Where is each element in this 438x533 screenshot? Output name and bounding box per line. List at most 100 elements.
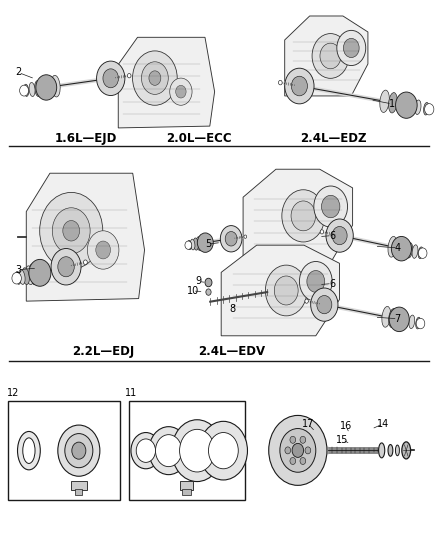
Circle shape [285,447,291,454]
Ellipse shape [51,75,60,97]
Ellipse shape [389,309,397,328]
Text: 6: 6 [329,279,335,288]
Circle shape [317,295,332,314]
Circle shape [12,272,21,284]
Ellipse shape [196,237,202,251]
Text: 16: 16 [340,422,352,431]
Bar [180,481,193,490]
Circle shape [65,434,93,468]
Circle shape [396,92,417,118]
Ellipse shape [416,317,421,329]
Ellipse shape [388,445,393,456]
Circle shape [220,225,242,252]
Text: 5: 5 [205,239,211,249]
Circle shape [149,71,161,85]
Circle shape [96,241,110,259]
Circle shape [127,74,131,78]
Circle shape [29,260,51,286]
Ellipse shape [402,313,409,328]
Circle shape [206,289,211,295]
Circle shape [311,288,338,321]
Circle shape [274,276,298,305]
Circle shape [20,85,28,96]
Circle shape [72,442,86,459]
Circle shape [291,201,315,231]
Ellipse shape [23,438,35,463]
Text: 2.2L—EDJ: 2.2L—EDJ [72,345,134,358]
Ellipse shape [191,239,195,250]
Ellipse shape [396,311,403,328]
Bar [8,401,120,500]
Bar [71,481,87,490]
Ellipse shape [25,266,34,285]
Ellipse shape [46,77,54,97]
Circle shape [424,103,434,115]
Ellipse shape [388,237,397,257]
Circle shape [131,433,161,469]
Text: 2.4L—EDZ: 2.4L—EDZ [300,132,366,145]
Ellipse shape [415,100,421,115]
Circle shape [170,78,192,106]
Circle shape [40,192,103,269]
Circle shape [149,426,188,474]
Circle shape [199,421,247,480]
Circle shape [225,231,237,246]
Text: 2: 2 [15,68,21,77]
Ellipse shape [269,415,327,486]
Circle shape [343,38,359,58]
Circle shape [103,69,119,88]
Circle shape [314,186,348,227]
Ellipse shape [19,270,25,285]
Bar [129,401,245,500]
Ellipse shape [412,245,418,259]
Circle shape [337,30,366,66]
Circle shape [205,278,212,287]
Ellipse shape [394,238,402,257]
Circle shape [84,260,87,264]
Polygon shape [243,169,353,263]
Circle shape [133,51,177,106]
Circle shape [290,457,296,464]
Circle shape [180,430,215,472]
Circle shape [198,233,213,252]
Ellipse shape [24,84,29,96]
Circle shape [176,85,186,98]
Ellipse shape [380,90,389,112]
Ellipse shape [382,306,391,327]
Circle shape [280,429,316,472]
Ellipse shape [396,445,399,456]
Circle shape [326,219,353,252]
Circle shape [96,61,125,95]
Circle shape [292,443,304,457]
Ellipse shape [402,442,410,459]
Circle shape [418,248,427,259]
Ellipse shape [187,240,191,249]
Text: 14: 14 [377,419,389,429]
Circle shape [416,318,425,329]
Ellipse shape [15,271,21,284]
Circle shape [300,262,332,301]
Text: 10: 10 [187,286,199,296]
Circle shape [305,299,308,303]
Circle shape [208,433,238,469]
Circle shape [58,425,100,477]
Ellipse shape [397,95,405,114]
Ellipse shape [400,240,407,258]
Circle shape [282,190,325,242]
Ellipse shape [409,315,415,328]
Text: 7: 7 [395,314,401,324]
Circle shape [172,420,223,482]
Text: 8: 8 [229,304,235,314]
Circle shape [312,34,349,78]
Text: 12: 12 [7,389,19,398]
Ellipse shape [389,93,397,113]
Ellipse shape [18,432,40,470]
Circle shape [36,75,57,100]
Ellipse shape [418,247,423,259]
Circle shape [63,221,80,241]
Circle shape [300,457,306,464]
Circle shape [265,265,307,316]
Circle shape [320,43,341,69]
Text: 6: 6 [329,231,335,240]
Bar [75,489,82,495]
